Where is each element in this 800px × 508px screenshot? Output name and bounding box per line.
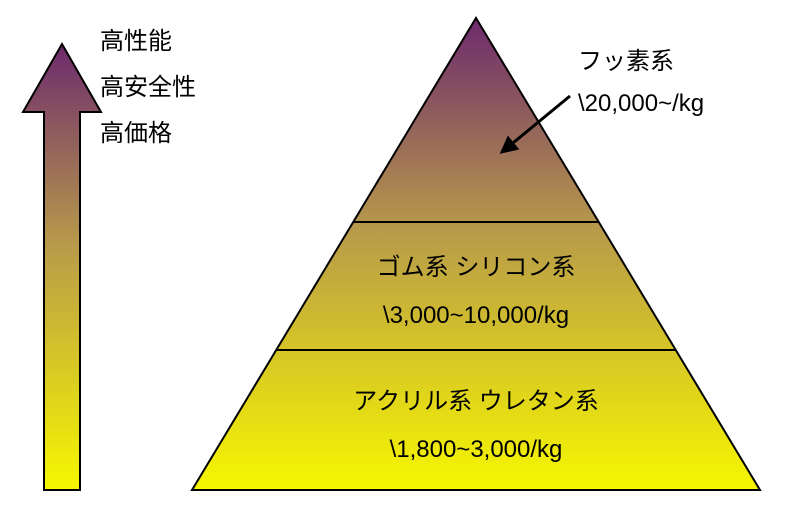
tier-mid-line2: \3,000~10,000/kg xyxy=(383,302,569,329)
tier-mid-line1: ゴム系 シリコン系 xyxy=(377,254,576,281)
arrow-label-1: 高安全性 xyxy=(100,74,196,101)
up-arrow xyxy=(23,44,101,490)
up-arrow-shape xyxy=(23,44,101,490)
arrow-label-0: 高性能 xyxy=(100,28,172,55)
tier-top-price: \20,000~/kg xyxy=(578,90,704,117)
tier-top-label: フッ素系 xyxy=(578,48,674,75)
tier-bot-line2: \1,800~3,000/kg xyxy=(390,436,563,463)
tier-bot-line1: アクリル系 ウレタン系 xyxy=(353,388,598,415)
diagram-svg: 高性能高安全性高価格 フッ素系 \20,000~/kg ゴム系 シリコン系 \3,000… xyxy=(0,0,800,508)
diagram-stage: 高性能高安全性高価格 フッ素系 \20,000~/kg ゴム系 シリコン系 \3,000… xyxy=(0,0,800,508)
arrow-label-2: 高価格 xyxy=(100,120,172,147)
